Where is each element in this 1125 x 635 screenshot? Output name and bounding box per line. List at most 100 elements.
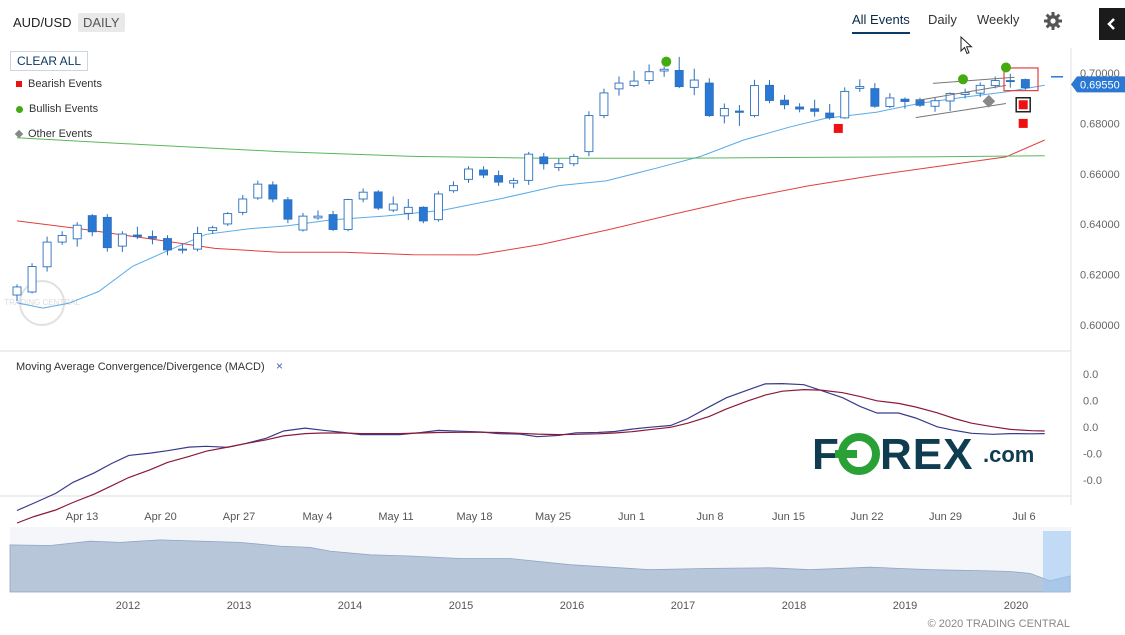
candle[interactable] <box>644 64 654 85</box>
candle[interactable] <box>343 198 353 232</box>
candle[interactable] <box>433 191 443 222</box>
candle[interactable] <box>704 78 714 117</box>
candle[interactable] <box>689 68 699 96</box>
candle[interactable] <box>780 94 789 110</box>
candle[interactable] <box>734 105 744 126</box>
candle[interactable] <box>464 166 473 183</box>
candle[interactable] <box>72 222 82 247</box>
candle[interactable] <box>178 244 188 254</box>
candle[interactable] <box>449 181 458 193</box>
navigator-year-label: 2017 <box>671 600 695 612</box>
candle[interactable] <box>614 76 624 96</box>
candle[interactable] <box>163 235 172 256</box>
trendline[interactable] <box>915 102 1007 119</box>
candle[interactable] <box>870 83 880 108</box>
candle[interactable] <box>42 236 52 272</box>
navigator-window[interactable] <box>1043 531 1071 592</box>
candle[interactable] <box>358 188 368 203</box>
candle[interactable] <box>403 199 413 220</box>
candle[interactable] <box>750 79 759 118</box>
legend-bullish-events[interactable]: Bullish Events <box>16 103 98 115</box>
candle[interactable] <box>569 153 579 167</box>
bearish-event-marker[interactable] <box>1018 100 1028 110</box>
candle[interactable] <box>388 196 398 213</box>
candle[interactable] <box>659 66 669 77</box>
candle[interactable] <box>554 158 564 172</box>
candle[interactable] <box>283 196 293 224</box>
macd-close-button[interactable]: × <box>276 359 283 373</box>
candle[interactable] <box>584 111 594 157</box>
candle[interactable] <box>810 99 820 117</box>
candle[interactable] <box>313 210 323 220</box>
clear-all-button[interactable]: CLEAR ALL <box>10 51 89 71</box>
moving-average-fast-line <box>16 84 1045 309</box>
legend-other-events[interactable]: Other Events <box>14 128 93 140</box>
collapse-panel-button[interactable] <box>1099 8 1125 40</box>
candle[interactable] <box>253 180 263 200</box>
gear-icon[interactable] <box>1043 11 1063 31</box>
candle[interactable] <box>87 214 97 237</box>
red-square-icon <box>16 81 22 87</box>
candle[interactable] <box>765 80 774 104</box>
candle[interactable] <box>599 88 609 119</box>
tab-weekly[interactable]: Weekly <box>977 12 1020 27</box>
candle[interactable] <box>102 214 112 252</box>
bearish-event-marker[interactable] <box>833 123 843 133</box>
bullish-event-marker[interactable] <box>661 56 672 67</box>
interval-badge[interactable]: DAILY <box>78 13 125 32</box>
candle[interactable] <box>268 181 278 203</box>
trendline[interactable] <box>932 76 1015 84</box>
candle[interactable] <box>1005 73 1015 88</box>
legend-bearish-events[interactable]: Bearish Events <box>16 78 102 90</box>
candle[interactable] <box>539 152 549 170</box>
candle[interactable] <box>885 93 895 109</box>
x-tick-label: Jun 1 <box>618 511 645 523</box>
legend-label: Other Events <box>28 128 93 140</box>
trendline[interactable] <box>915 84 1007 102</box>
legend-label: Bearish Events <box>28 78 102 90</box>
symbol-title: AUD/USD <box>13 15 72 30</box>
candle[interactable] <box>945 92 955 112</box>
candle[interactable] <box>900 97 910 109</box>
tab-daily[interactable]: Daily <box>928 12 957 27</box>
candle[interactable] <box>328 210 338 232</box>
candle[interactable] <box>1020 78 1030 90</box>
moving-average-mid-line <box>16 139 1045 256</box>
x-tick-label: May 18 <box>456 511 492 523</box>
candle[interactable] <box>795 103 805 113</box>
x-tick-label: Apr 13 <box>66 511 98 523</box>
candle[interactable] <box>674 56 684 89</box>
bullish-event-marker[interactable] <box>1001 62 1011 73</box>
macd-y-tick-label: 0.0 <box>1083 422 1098 434</box>
candle[interactable] <box>12 284 22 302</box>
candle[interactable] <box>193 226 203 252</box>
bullish-event-marker[interactable] <box>958 74 968 85</box>
candle[interactable] <box>373 190 383 211</box>
candle[interactable] <box>57 231 67 245</box>
candle[interactable] <box>524 151 534 185</box>
candle[interactable] <box>208 225 218 234</box>
candle[interactable] <box>132 226 142 240</box>
candle[interactable] <box>825 103 835 120</box>
tab-all-events[interactable]: All Events <box>852 12 910 34</box>
candle[interactable] <box>509 177 519 189</box>
candle[interactable] <box>147 230 157 245</box>
candle[interactable] <box>27 263 37 294</box>
candle[interactable] <box>494 170 504 186</box>
candle[interactable] <box>479 166 488 179</box>
candle[interactable] <box>298 212 308 232</box>
y-tick-label: 0.60000 <box>1080 320 1120 332</box>
candle[interactable] <box>117 231 127 252</box>
candle[interactable] <box>629 70 639 88</box>
candle[interactable] <box>223 212 233 226</box>
bearish-event-marker[interactable] <box>1018 118 1028 128</box>
green-dot-icon <box>16 105 23 113</box>
navigator-year-label: 2020 <box>1004 600 1028 612</box>
candle[interactable] <box>855 79 865 92</box>
candle[interactable] <box>840 87 850 119</box>
candle[interactable] <box>719 103 729 124</box>
candle[interactable] <box>418 206 428 224</box>
candle[interactable] <box>238 194 248 216</box>
candle[interactable] <box>930 97 940 112</box>
